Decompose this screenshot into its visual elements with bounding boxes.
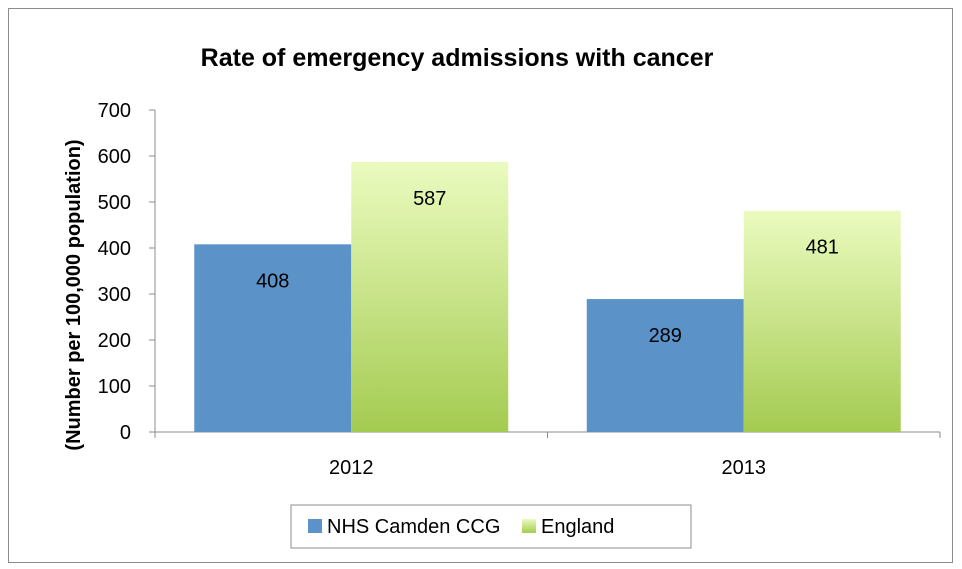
legend-label-camden: NHS Camden CCG — [327, 516, 500, 538]
bar-camden-2013 — [586, 299, 744, 432]
x-axis: 2012 2013 — [154, 431, 941, 479]
y-axis: 0 100 200 300 400 500 600 700 — [98, 100, 156, 444]
legend: NHS Camden CCG England — [290, 504, 692, 549]
data-label: 289 — [649, 325, 682, 347]
data-labels: 408 587 289 481 — [256, 188, 839, 347]
y-tick-label: 200 — [98, 330, 131, 352]
y-tick-label: 0 — [120, 422, 131, 444]
bar-england-2012 — [351, 161, 509, 433]
legend-swatch-camden — [308, 519, 322, 533]
bars — [194, 161, 901, 433]
y-axis-label: (Number per 100,000 population) — [63, 139, 85, 450]
y-tick-label: 300 — [98, 284, 131, 306]
bar-england-2013 — [743, 210, 901, 432]
bar-camden-2012 — [194, 244, 352, 432]
y-tick-label: 500 — [98, 192, 131, 214]
legend-box — [290, 504, 692, 549]
y-tick-label: 600 — [98, 146, 131, 168]
x-tick-label: 2013 — [722, 457, 767, 479]
legend-label-england: England — [541, 516, 614, 538]
data-label: 481 — [806, 237, 839, 259]
y-tick-label: 400 — [98, 238, 131, 260]
chart-title: Rate of emergency admissions with cancer — [201, 44, 714, 72]
legend-swatch-england — [522, 519, 536, 533]
x-tick-label: 2012 — [329, 457, 374, 479]
y-tick-label: 100 — [98, 376, 131, 398]
y-tick-label: 700 — [98, 100, 131, 122]
data-label: 408 — [256, 270, 289, 292]
data-label: 587 — [413, 188, 446, 210]
